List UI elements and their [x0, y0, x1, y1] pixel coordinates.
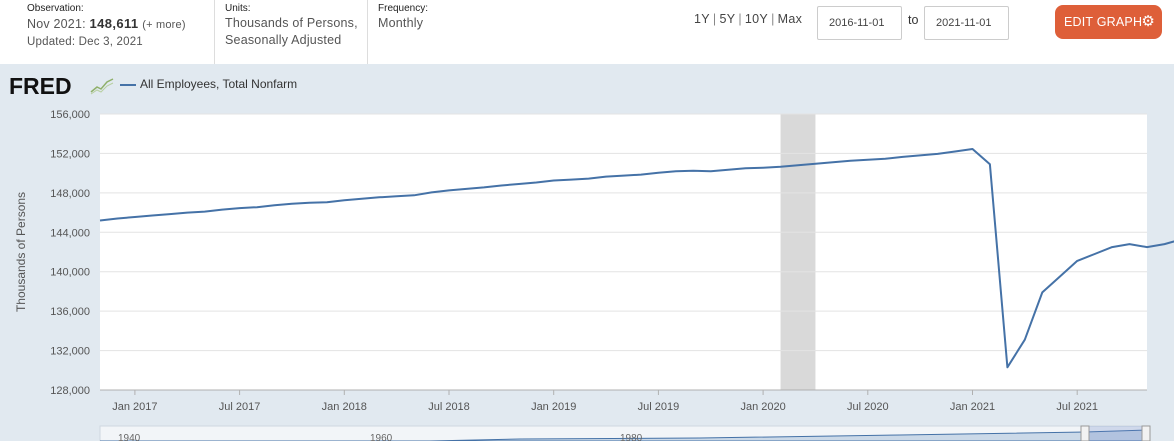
sparkline-icon: [90, 78, 114, 95]
range-5y-link[interactable]: 5Y: [719, 12, 736, 26]
y-tick-label: 152,000: [50, 148, 90, 160]
range-max-link[interactable]: Max: [777, 12, 803, 26]
employment-chart[interactable]: 128,000 132,000 136,000 140,000 144,000 148,0…: [0, 64, 1174, 441]
date-to-label: to: [908, 13, 919, 27]
range-1y-link[interactable]: 1Y: [694, 12, 710, 26]
fred-logo: FRED: [9, 73, 72, 99]
edit-graph-label: EDIT GRAPH: [1064, 15, 1143, 29]
y-tick-label: 128,000: [50, 385, 90, 397]
y-tick-label: 140,000: [50, 267, 90, 279]
x-tick-label: Jul 2017: [219, 401, 261, 413]
y-tick-label: 132,000: [50, 346, 90, 358]
y-tick-label: 156,000: [50, 109, 90, 121]
y-tick-label: 136,000: [50, 306, 90, 318]
x-tick-label: Jan 2020: [740, 401, 785, 413]
x-tick-label: Jul 2021: [1056, 401, 1098, 413]
units-block: Units: Thousands of Persons, Seasonally …: [225, 3, 358, 49]
y-tick-label: 148,000: [50, 188, 90, 200]
gear-icon: ⚙: [1141, 13, 1155, 30]
header-bar: Observation: Nov 2021: 148,611 (+ more) …: [0, 0, 1174, 64]
edit-graph-button[interactable]: EDIT GRAPH ⚙: [1055, 5, 1162, 39]
navigator-handle: [1080, 425, 1090, 441]
header-divider: [214, 0, 215, 64]
range-separator: |: [712, 12, 717, 26]
end-date-input[interactable]: [924, 6, 1009, 40]
legend-swatch: [120, 83, 136, 86]
x-tick-label: Jan 2021: [950, 401, 995, 413]
x-tick-label: Jan 2019: [531, 401, 576, 413]
observation-more-link[interactable]: (+ more): [142, 19, 186, 31]
x-tick-label: Jul 2019: [638, 401, 680, 413]
start-date-input[interactable]: [817, 6, 902, 40]
navigator-label: 1940: [118, 433, 141, 441]
range-10y-link[interactable]: 10Y: [744, 12, 769, 26]
observation-value: 148,611: [89, 16, 139, 31]
range-separator: |: [738, 12, 742, 26]
header-divider: [367, 0, 368, 64]
navigator-handle: [1141, 425, 1151, 441]
observation-text: Nov 2021:: [27, 17, 90, 31]
frequency-block: Frequency: Monthly: [378, 3, 428, 32]
series-line: [99, 148, 1174, 369]
x-tick-label: Jul 2020: [847, 401, 889, 413]
x-tick-label: Jan 2018: [322, 401, 367, 413]
units-line-2: Seasonally Adjusted: [225, 33, 342, 47]
x-tick-label: Jul 2018: [428, 401, 470, 413]
observation-block: Observation: Nov 2021: 148,611 (+ more) …: [27, 3, 186, 51]
navigator-label: 1980: [620, 433, 643, 441]
plot-background: [100, 114, 1147, 390]
y-axis-title: Thousands of Persons: [14, 192, 28, 312]
legend-series-label: All Employees, Total Nonfarm: [140, 77, 298, 91]
recession-band: [780, 114, 816, 390]
navigator-selection: [1085, 426, 1148, 441]
x-tick-label: Jan 2017: [112, 401, 157, 413]
units-heading: Units:: [225, 3, 251, 14]
updated-date: Updated: Dec 3, 2021: [27, 36, 143, 48]
units-line-1: Thousands of Persons,: [225, 16, 358, 30]
observation-heading: Observation:: [27, 3, 84, 14]
frequency-value: Monthly: [378, 16, 424, 30]
y-tick-label: 144,000: [50, 227, 90, 239]
navigator-label: 1960: [370, 433, 393, 441]
observation-line: Nov 2021: 148,611 (+ more): [27, 15, 186, 34]
frequency-heading: Frequency:: [378, 3, 429, 14]
range-selector: 1Y | 5Y | 10Y | Max: [694, 12, 802, 26]
range-separator: |: [771, 12, 775, 26]
chart-legend: All Employees, Total Nonfarm: [120, 77, 297, 91]
